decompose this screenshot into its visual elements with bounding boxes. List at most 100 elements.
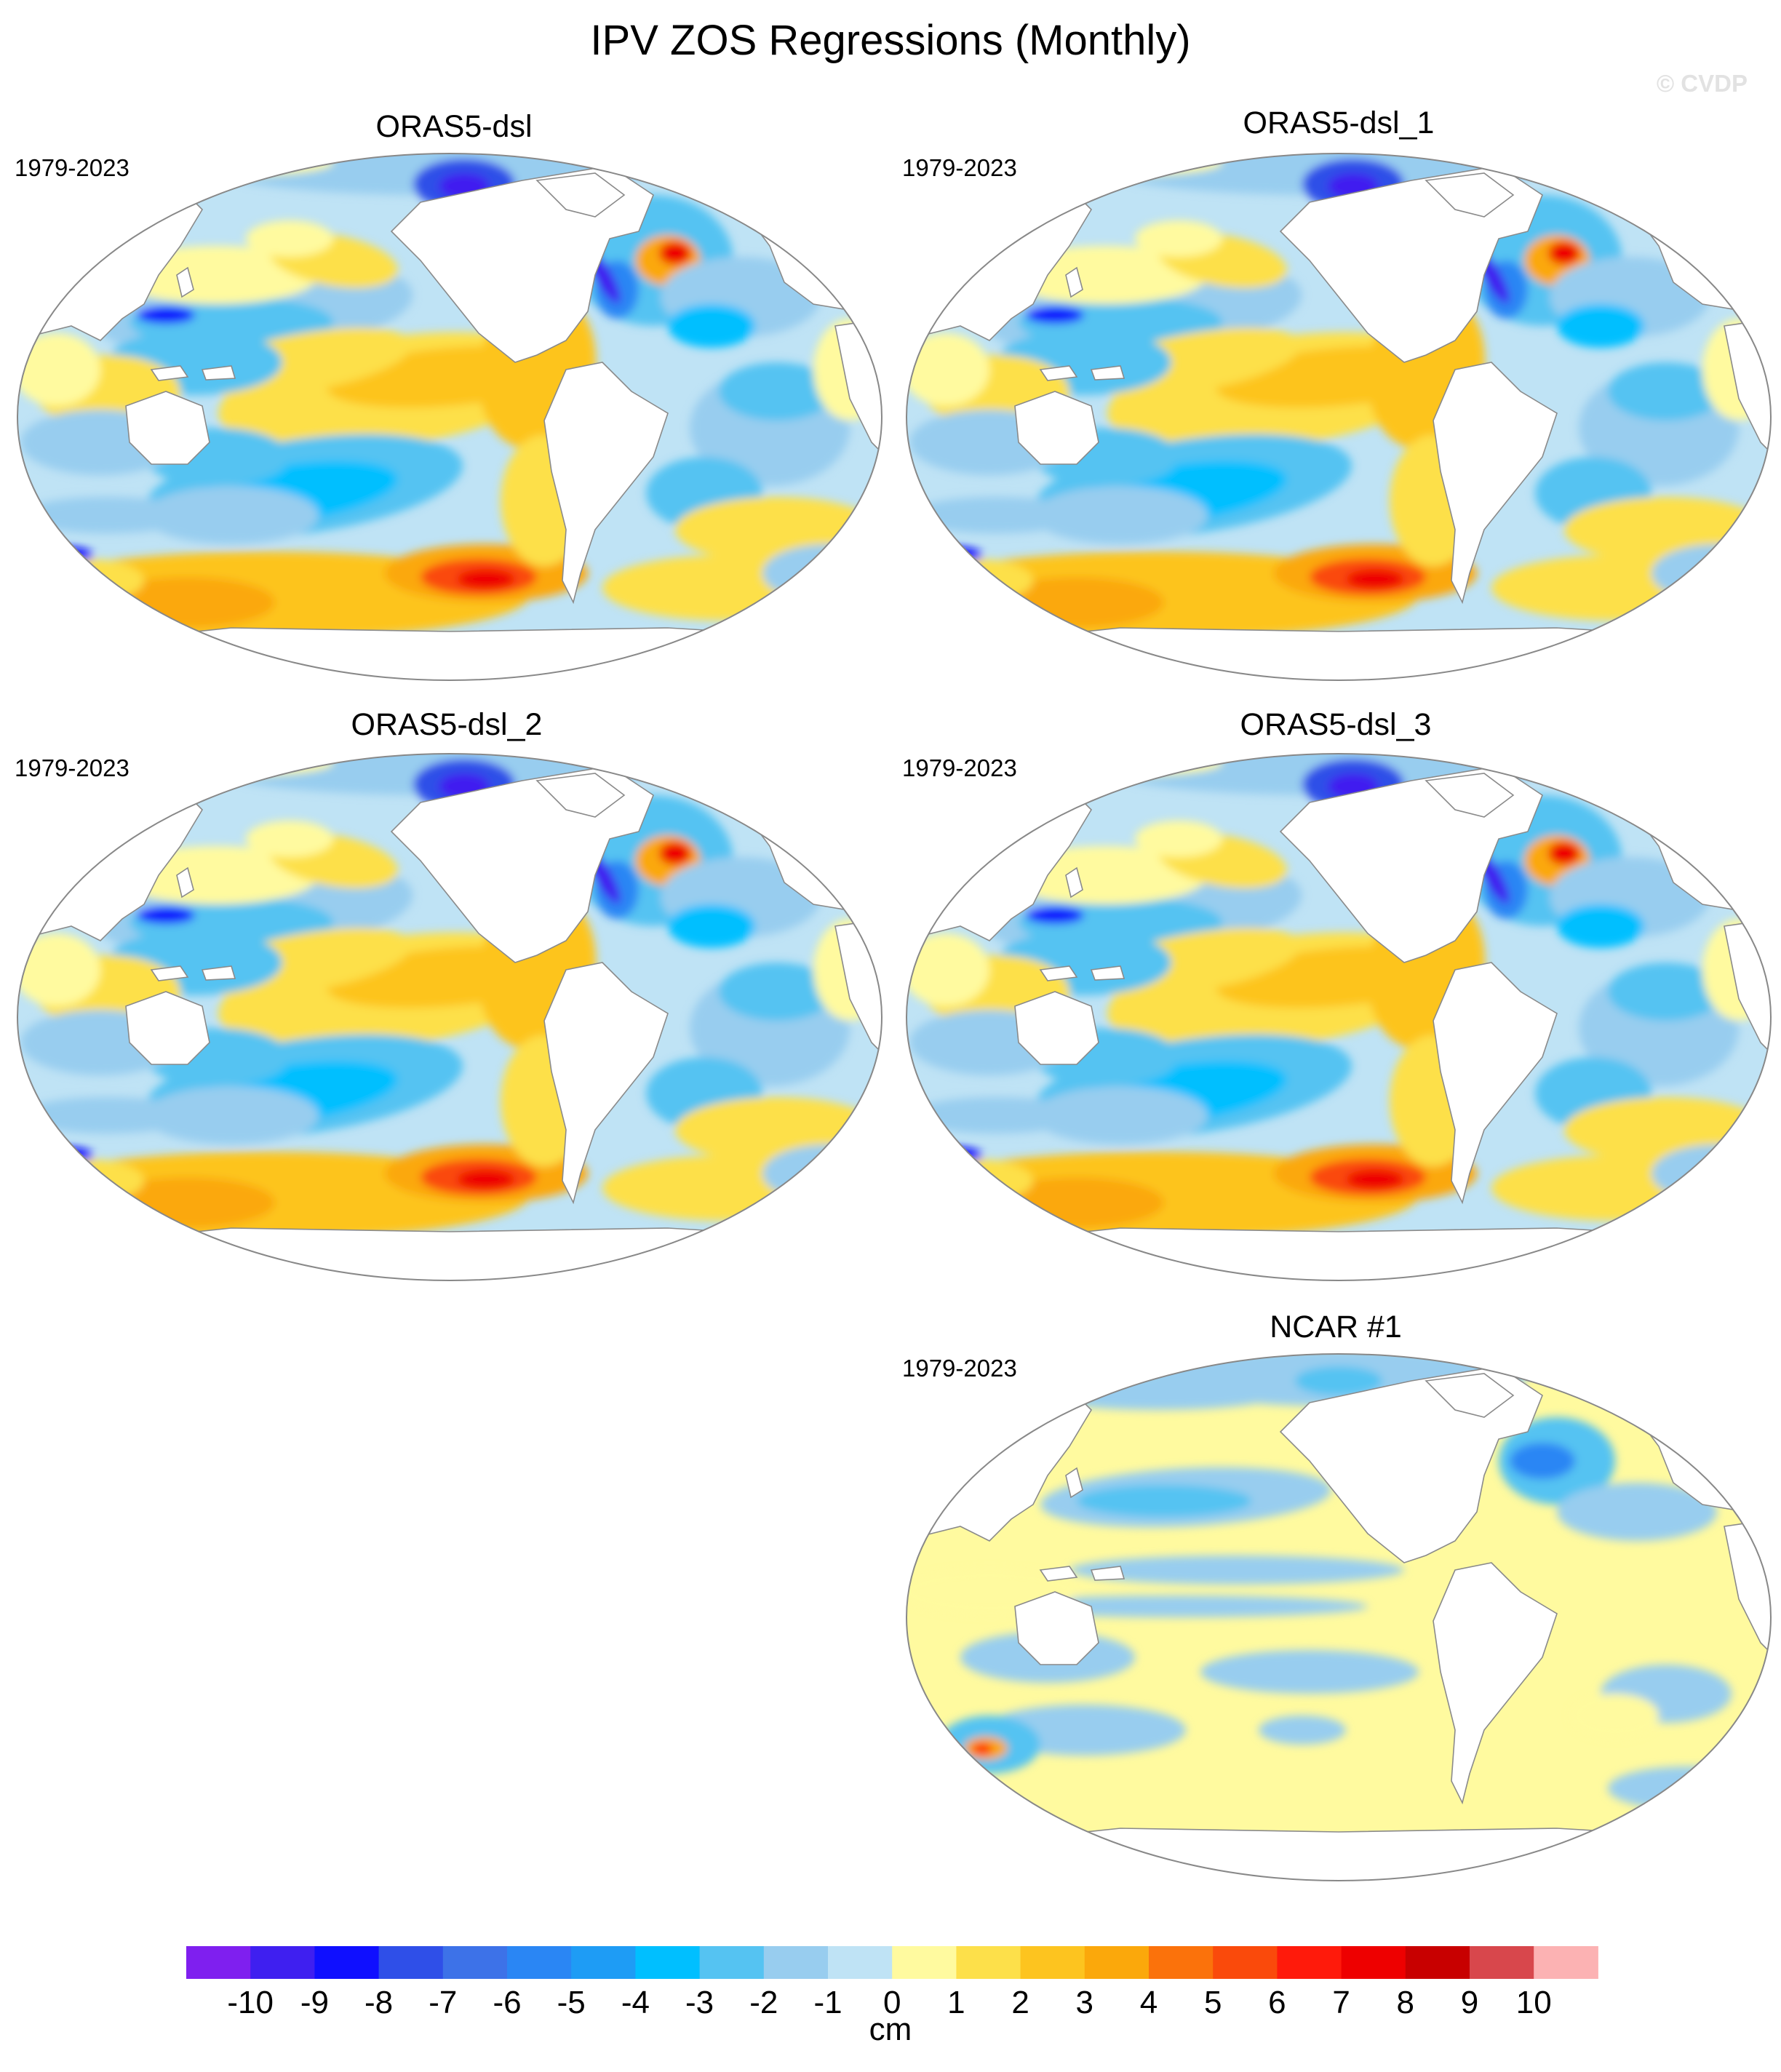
colorbar-tick-label: -3 [685, 1985, 714, 2019]
anomaly-region [1548, 842, 1580, 865]
antarctica-land [17, 1227, 882, 1280]
colorbar-swatch [1470, 1946, 1534, 1979]
anomaly-region [35, 1147, 93, 1164]
anomaly-region [144, 486, 319, 544]
map-frame [17, 753, 882, 1281]
anomaly-region [719, 362, 835, 421]
anomaly-region [1033, 486, 1208, 544]
australia-land [125, 991, 210, 1065]
anomaly-region [972, 1743, 992, 1755]
colorbar-swatch [763, 1946, 829, 1979]
anomaly-region [1135, 220, 1222, 257]
south-america-land [1433, 1562, 1558, 1805]
indonesia-land [1039, 365, 1078, 381]
indonesia-land [1039, 965, 1078, 981]
colorbar-swatch [442, 1946, 508, 1979]
colorbar: -10 -9 -8 -7 -6 -5 -4 -3 -2 -1 0 1 2 3 4 5 6 7 8 9 10 [186, 1946, 1598, 2019]
indonesia-land [150, 965, 189, 981]
colorbar-swatch [1405, 1946, 1470, 1979]
anomaly-region [1033, 1086, 1208, 1144]
panel-title-2: ORAS5-dsl_1 [1243, 105, 1435, 140]
anomaly-region [1491, 555, 1739, 621]
colorbar-tick-label: 5 [1204, 1985, 1222, 2019]
colorbar-tick-label: 7 [1332, 1985, 1350, 2019]
anomaly-region [20, 1097, 195, 1133]
page-title: IPV ZOS Regressions (Monthly) [590, 17, 1191, 64]
anomaly-region [1026, 906, 1084, 924]
anomaly-region [659, 842, 691, 865]
colorbar-swatch [250, 1946, 315, 1979]
colorbar-tick-label: 0 [883, 1985, 901, 2019]
japan-land [1065, 1467, 1083, 1499]
anomaly-region [1548, 242, 1580, 265]
colorbar-swatch [892, 1946, 957, 1979]
south-america-land [1433, 962, 1558, 1205]
anomaly-region [924, 1147, 982, 1164]
antarctica-land [17, 627, 882, 680]
anomaly-region [137, 906, 195, 924]
anomaly-region [1346, 569, 1404, 589]
panel-title-5: NCAR #1 [1270, 1310, 1402, 1344]
anomaly-region [246, 821, 333, 857]
watermark: © CVDP [1656, 70, 1748, 97]
greenland-land [1425, 773, 1515, 818]
colorbar-tick-label: 1 [947, 1985, 965, 2019]
indonesia-land [1039, 1566, 1078, 1582]
anomaly-region [1608, 362, 1724, 421]
anomaly-region [924, 546, 982, 564]
anomaly-region [719, 963, 835, 1021]
colorbar-swatch [314, 1946, 380, 1979]
new-guinea-land [201, 365, 236, 380]
japan-land [176, 266, 194, 298]
colorbar-swatch [1084, 1946, 1150, 1979]
colorbar-swatch [186, 1946, 251, 1979]
map-frame [17, 153, 882, 681]
japan-land [176, 866, 194, 898]
south-america-land [1433, 362, 1558, 605]
anomaly-region [909, 1097, 1084, 1133]
antarctica-land [907, 1828, 1771, 1881]
antarctica-land [907, 627, 1771, 680]
anomaly-region [28, 1159, 144, 1203]
colorbar-swatch [699, 1946, 765, 1979]
anomaly-region [907, 333, 989, 406]
panel-period-1: 1979-2023 [15, 154, 130, 181]
map-panel-2 [906, 153, 1772, 681]
colorbar-swatch [571, 1946, 636, 1979]
colorbar-tick-label: 2 [1011, 1985, 1029, 2019]
colorbar-swatch [1020, 1946, 1085, 1979]
greenland-land [535, 172, 626, 218]
colorbar-tick-label: 8 [1397, 1985, 1414, 2019]
anomaly-region [917, 559, 1033, 602]
new-guinea-land [1090, 965, 1125, 981]
colorbar-tick-label: -2 [749, 1985, 778, 2019]
indonesia-land [150, 365, 189, 381]
anomaly-region [1259, 1716, 1346, 1745]
colorbar-tick-label: 6 [1268, 1985, 1286, 2019]
anomaly-region [1571, 1694, 1659, 1737]
anomaly-region [1200, 1650, 1419, 1694]
map-panel-3 [17, 753, 882, 1281]
colorbar-tick-label: -9 [300, 1985, 329, 2019]
colorbar-swatch [1213, 1946, 1278, 1979]
anomaly-region [28, 559, 144, 602]
anomaly-region [602, 1155, 850, 1221]
new-guinea-land [1090, 365, 1125, 380]
colorbar-swatch [507, 1946, 572, 1979]
anomaly-region [1491, 1155, 1739, 1221]
anomaly-region [1564, 1097, 1768, 1163]
anomaly-region [602, 555, 850, 621]
panel-period-3: 1979-2023 [15, 754, 130, 781]
anomaly-region [668, 904, 755, 948]
anomaly-region [668, 304, 755, 348]
panel-period-2: 1979-2023 [902, 154, 1017, 181]
south-america-land [543, 362, 669, 605]
anomaly-region [35, 546, 93, 564]
colorbar-tick-label: 3 [1076, 1985, 1093, 2019]
colorbar-tick-label: -1 [813, 1985, 842, 2019]
anomaly-region [246, 220, 333, 257]
colorbar-units: cm [869, 2012, 912, 2047]
colorbar-tick-label: -10 [227, 1985, 274, 2019]
south-america-land [543, 962, 669, 1205]
anomaly-region [909, 497, 1084, 533]
